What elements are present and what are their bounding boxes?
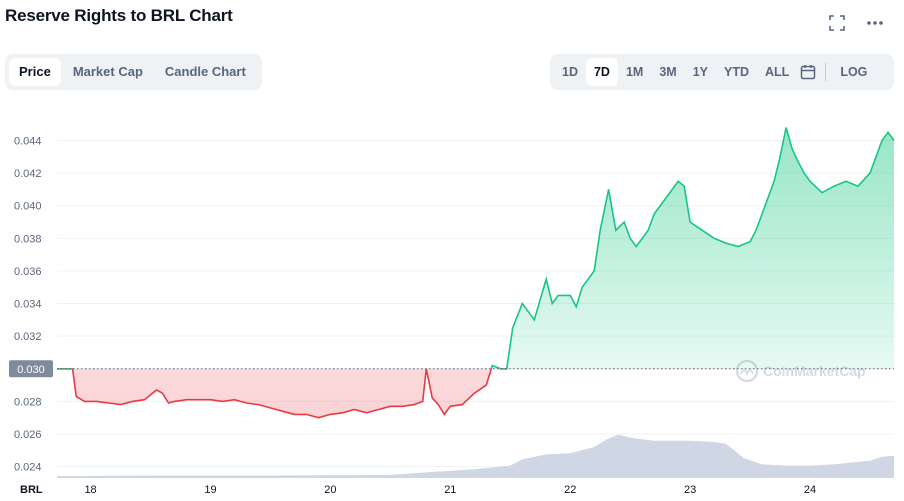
y-tick-label: 0.044	[14, 136, 42, 148]
y-tick-label: 0.042	[14, 168, 42, 180]
fullscreen-icon[interactable]	[826, 12, 848, 34]
volume-shape	[57, 434, 894, 478]
volume-area	[57, 434, 894, 478]
tab-market-cap[interactable]: Market Cap	[72, 64, 143, 79]
tab-candle-chart[interactable]: Candle Chart	[164, 64, 246, 79]
time-range-selector: 1D 7D 1M 3M 1Y YTD ALL LOG	[550, 54, 894, 90]
x-tick-label: 19	[204, 484, 216, 496]
y-tick-label: 0.040	[14, 201, 42, 213]
price-line-up	[57, 127, 895, 369]
tab-price[interactable]: Price	[9, 58, 61, 86]
range-all[interactable]: ALL	[765, 65, 790, 79]
log-toggle[interactable]: LOG	[840, 65, 868, 79]
y-tick-label: 0.028	[14, 396, 42, 408]
x-tick-label: 18	[84, 484, 96, 496]
currency-label: BRL	[20, 484, 43, 496]
x-tick-label: 20	[324, 484, 336, 496]
y-tick-label: 0.024	[14, 462, 42, 474]
range-3m[interactable]: 3M	[659, 65, 677, 79]
chart-type-tabs: Price Market Cap Candle Chart	[5, 54, 262, 90]
x-tick-label: 24	[804, 484, 816, 496]
down-area	[57, 368, 894, 418]
x-tick-label: 21	[444, 484, 456, 496]
range-1d[interactable]: 1D	[562, 65, 578, 79]
range-divider	[825, 63, 827, 81]
range-1m[interactable]: 1M	[625, 65, 644, 79]
y-tick-label: 0.034	[14, 299, 42, 311]
baseline-label: 0.030	[17, 364, 45, 376]
y-tick-label: 0.026	[14, 429, 42, 441]
range-1y[interactable]: 1Y	[692, 65, 709, 79]
range-ytd[interactable]: YTD	[724, 65, 750, 79]
y-tick-label: 0.032	[14, 331, 42, 343]
x-tick-label: 23	[684, 484, 696, 496]
y-axis: 0.024 0.026 0.028 0.032 0.034 0.036 0.038 0.040…	[14, 136, 42, 474]
price-line-down	[57, 368, 508, 419]
calendar-icon[interactable]	[797, 58, 819, 86]
x-axis: 18 19 20 21 22 23 24	[84, 484, 816, 496]
y-tick-label: 0.036	[14, 266, 42, 278]
page-title: Reserve Rights to BRL Chart	[5, 6, 233, 25]
y-tick-label: 0.038	[14, 233, 42, 245]
up-area	[491, 127, 894, 369]
baseline-badge: 0.030	[9, 360, 53, 378]
range-7d[interactable]: 7D	[585, 58, 618, 86]
more-icon[interactable]	[864, 12, 886, 34]
x-tick-label: 22	[564, 484, 576, 496]
